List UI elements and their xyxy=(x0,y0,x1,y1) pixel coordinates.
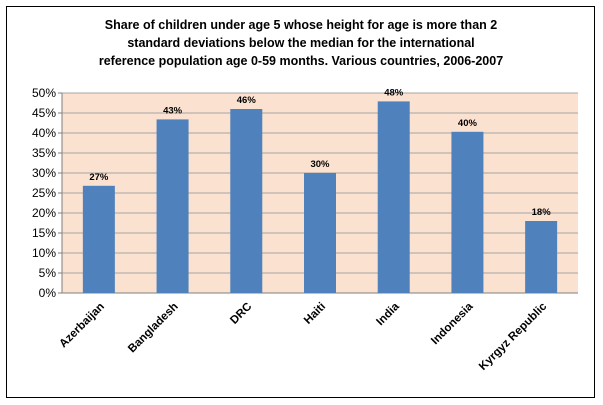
x-tick-label: Azerbaijan xyxy=(57,301,107,351)
y-tick-label: 50% xyxy=(32,86,56,100)
data-label: 18% xyxy=(532,207,552,218)
y-tick-label: 0% xyxy=(39,286,57,300)
x-tick-label: India xyxy=(374,300,402,328)
chart-title-line: Share of children under age 5 whose heig… xyxy=(105,18,497,32)
bar xyxy=(525,221,558,293)
x-tick-label: Kyrgyz Republic xyxy=(477,300,550,373)
chart-title: Share of children under age 5 whose heig… xyxy=(99,18,503,68)
bar xyxy=(377,101,410,294)
y-axis-ticks: 0% 5% 10% 15% 20% 25% 30% 35% 40% 45% 50% xyxy=(32,86,56,300)
y-tick-label: 40% xyxy=(32,126,56,140)
chart-title-line: standard deviations below the median for… xyxy=(127,36,474,50)
data-label: 30% xyxy=(310,159,330,170)
x-axis-ticks: Azerbaijan Bangladesh DRC Haiti India Indones… xyxy=(57,300,549,373)
data-label: 40% xyxy=(458,118,478,129)
bar xyxy=(82,185,115,293)
data-label: 46% xyxy=(237,95,257,106)
y-tick-label: 45% xyxy=(32,106,56,120)
y-tick-label: 30% xyxy=(32,166,56,180)
bar xyxy=(304,173,336,293)
y-tick-label: 5% xyxy=(39,266,57,280)
bar xyxy=(156,119,189,294)
bar xyxy=(451,131,484,293)
y-tick-label: 35% xyxy=(32,146,56,160)
y-tick-label: 20% xyxy=(32,206,56,220)
data-label: 48% xyxy=(384,87,404,98)
x-tick-label: Bangladesh xyxy=(126,301,181,356)
bar xyxy=(230,109,263,293)
data-labels: 27% 43% 46% 30% 48% 40% 18% xyxy=(89,87,551,218)
x-tick-label: Haiti xyxy=(302,301,328,327)
data-label: 27% xyxy=(89,172,109,183)
y-tick-label: 10% xyxy=(32,246,56,260)
x-tick-label: DRC xyxy=(228,301,254,327)
y-tick-label: 25% xyxy=(32,186,56,200)
y-tick-label: 15% xyxy=(32,226,56,240)
bars xyxy=(82,101,558,294)
x-tick-label: Indonesia xyxy=(429,300,476,347)
chart-title-line: reference population age 0-59 months. Va… xyxy=(99,54,503,68)
data-label: 43% xyxy=(163,105,183,116)
